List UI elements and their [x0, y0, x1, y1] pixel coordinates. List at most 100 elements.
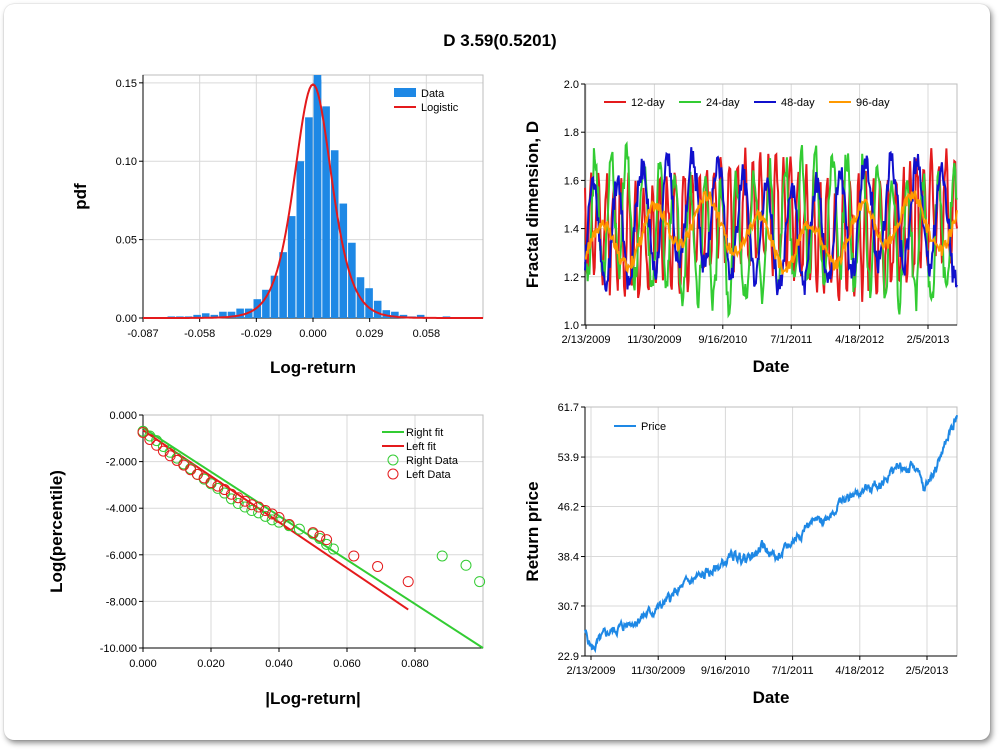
y-tick-label: 22.9: [558, 651, 579, 663]
x-tick-label: 2/13/2009: [562, 334, 611, 346]
y-tick-label: 1.2: [564, 272, 579, 284]
y-tick-label: 0.10: [116, 156, 137, 168]
histogram-bar: [270, 275, 279, 318]
data-point-Right Data: [151, 435, 163, 447]
data-point-Left Data: [239, 495, 251, 507]
y-tick-label: 0.000: [109, 410, 137, 422]
data-point-Left Data: [144, 433, 156, 445]
data-point-Right Data: [239, 501, 251, 513]
logistic-fit-line: [143, 83, 483, 319]
histogram-bar: [262, 289, 270, 318]
x-tick-label: 0.020: [197, 658, 225, 670]
y-tick-label: 53.9: [558, 452, 579, 464]
histogram-bar: [365, 288, 373, 318]
data-point-Left Data: [205, 477, 217, 489]
data-point-Left Data: [212, 480, 224, 492]
data-point-Right Data: [293, 523, 305, 535]
y-tick-label: 1.4: [564, 224, 579, 236]
histogram-bar: [416, 314, 425, 318]
legend-label-24-day: 24-day: [706, 97, 740, 109]
x-tick-label: 0.058: [413, 328, 441, 340]
data-point-Left Data: [372, 560, 384, 572]
histogram-bar: [339, 203, 348, 318]
x-tick-label: -0.029: [241, 328, 272, 340]
data-point-Right Data: [171, 452, 183, 464]
data-point-Left Data: [402, 576, 414, 588]
x-tick-label: 11/30/2009: [631, 665, 685, 677]
y-tick-label: -8.000: [106, 596, 137, 608]
series-line-48-day: [584, 147, 958, 296]
y-tick-label: 1.8: [564, 127, 579, 139]
data-point-Left Data: [137, 426, 149, 438]
histogram-bar: [236, 308, 244, 318]
figure-title: D 3.59(0.5201): [443, 31, 557, 50]
x-tick-label: 4/18/2012: [835, 334, 884, 346]
legend-swatch-Right Data: [387, 454, 399, 466]
legend-label-data: Data: [421, 88, 445, 100]
legend-label-48-day: 48-day: [781, 97, 815, 109]
legend-label-Right Data: Right Data: [406, 455, 459, 467]
chart-frame: [4, 4, 990, 740]
data-point-Left Data: [266, 508, 278, 520]
histogram-bar: [227, 311, 236, 318]
legend-label-12-day: 12-day: [631, 97, 665, 109]
data-point-Left Data: [259, 505, 271, 517]
data-point-Left Data: [253, 501, 265, 513]
histogram-bar: [201, 313, 210, 318]
x-tick-label: 2/5/2013: [907, 334, 950, 346]
data-point-Right Data: [157, 440, 169, 452]
data-point-Left Data: [151, 439, 163, 451]
y-tick-label: 30.7: [558, 601, 579, 613]
histogram-bar: [296, 161, 305, 318]
x-tick-label: -0.058: [184, 328, 215, 340]
x-tick-label: 0.000: [299, 328, 327, 340]
y-axis-title: Fractal dimension, D: [523, 121, 542, 288]
x-axis-title: Date: [753, 357, 790, 376]
histogram-bar: [382, 310, 391, 318]
data-point-Left Data: [273, 512, 285, 524]
x-tick-label: 7/1/2011: [772, 665, 814, 677]
y-tick-label: 2.0: [564, 79, 579, 91]
legend-label-logistic: Logistic: [421, 102, 459, 114]
histogram-bar: [313, 75, 322, 318]
legend-swatch-Left Data: [387, 468, 399, 480]
data-point-Right Data: [164, 446, 176, 458]
x-tick-label: 0.080: [401, 658, 429, 670]
histogram-bar: [330, 150, 339, 318]
data-point-Left Data: [314, 530, 326, 542]
y-tick-label: -2.000: [106, 457, 137, 469]
x-tick-label: 0.040: [265, 658, 293, 670]
histogram-bar: [279, 252, 287, 318]
legend-label-Left Data: Left Data: [406, 469, 452, 481]
data-point-Right Data: [273, 516, 285, 528]
histogram-bar: [219, 311, 227, 318]
x-tick-label: 2/13/2009: [567, 665, 616, 677]
legend-label-price: Price: [641, 421, 666, 433]
data-point-Left Data: [246, 499, 258, 511]
legend-label-Left fit: Left fit: [406, 441, 436, 453]
data-point-Left Data: [283, 519, 295, 531]
data-point-Left Data: [191, 468, 203, 480]
histogram-bar: [305, 117, 313, 318]
legend-swatch-data: [394, 88, 416, 97]
series-line-96-day: [584, 190, 958, 275]
y-tick-label: -4.000: [106, 503, 137, 515]
x-tick-label: 9/16/2010: [698, 334, 747, 346]
x-tick-label: 2/5/2013: [906, 665, 949, 677]
x-tick-label: 11/30/2009: [627, 334, 681, 346]
y-tick-label: 1.0: [564, 320, 579, 332]
x-axis-title: Log-return: [270, 358, 356, 377]
x-tick-label: -0.087: [127, 328, 158, 340]
series-line-12-day: [584, 147, 958, 302]
x-tick-label: 0.060: [333, 658, 361, 670]
x-tick-label: 4/18/2012: [835, 665, 884, 677]
price-line: [584, 415, 958, 654]
x-tick-label: 0.000: [129, 658, 157, 670]
legend-label-Right fit: Right fit: [406, 427, 443, 439]
y-tick-label: -10.000: [100, 643, 137, 655]
y-tick-label: 46.2: [558, 501, 579, 513]
data-point-Right Data: [219, 487, 231, 499]
data-point-Right Data: [232, 498, 244, 510]
